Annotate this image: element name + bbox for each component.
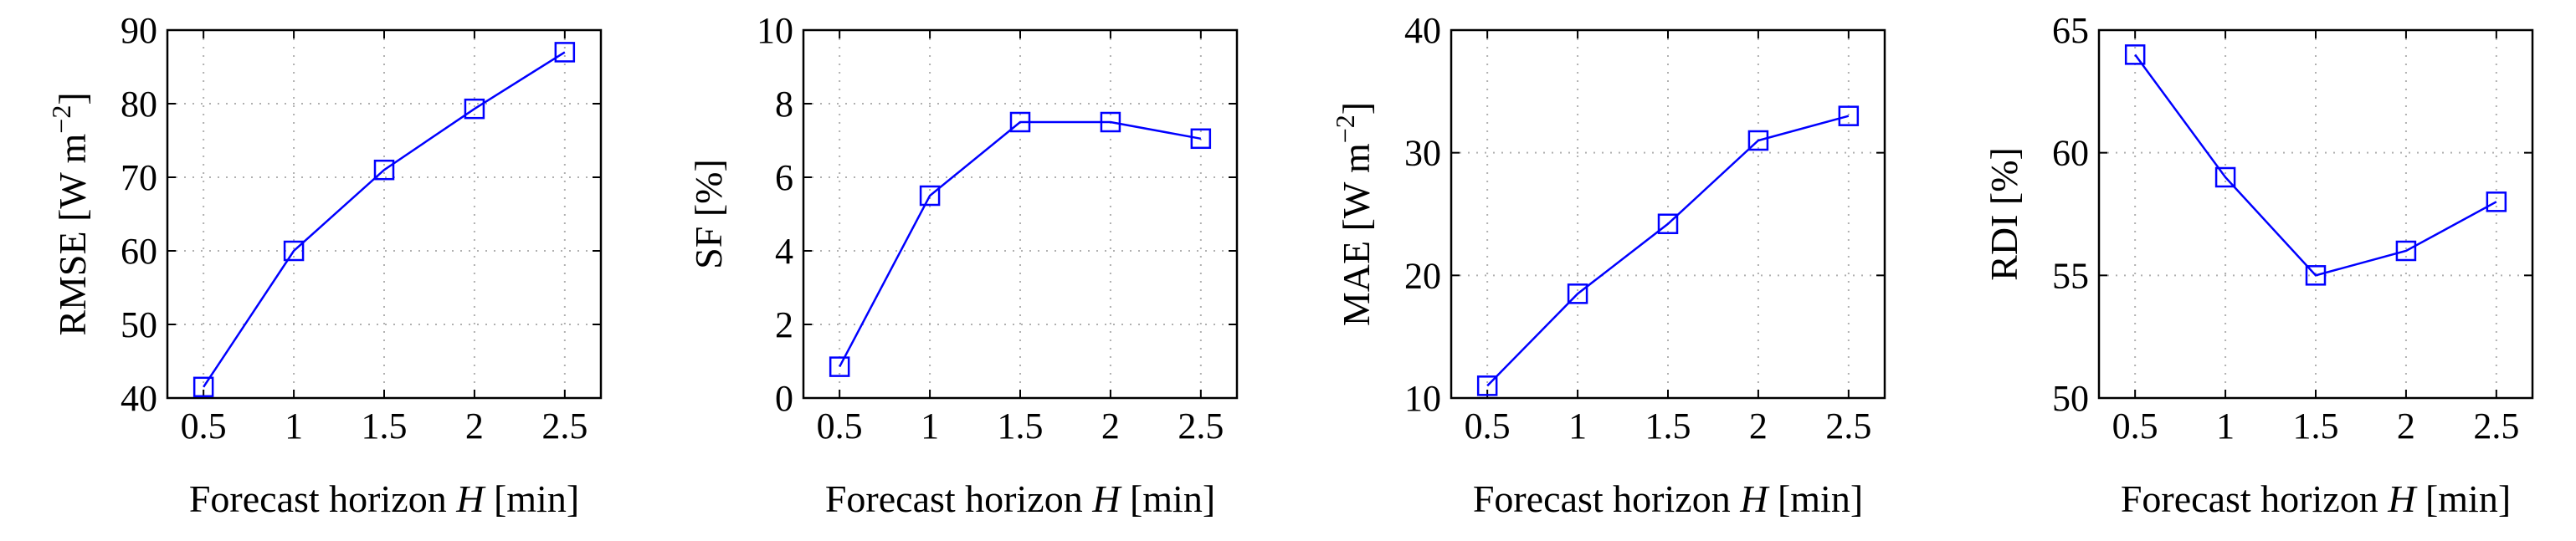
series-line-mae <box>1486 115 1850 387</box>
series-line-sf <box>839 120 1202 368</box>
data-point <box>373 159 395 181</box>
data-point <box>464 98 485 120</box>
x-tick-label: 0.5 <box>1465 406 1511 447</box>
y-tick-label: 65 <box>2052 10 2089 51</box>
x-tick-label: 1.5 <box>998 406 1044 447</box>
x-tick-label: 1 <box>921 406 939 447</box>
x-tick-label: 2 <box>465 406 484 447</box>
y-tick-label: 50 <box>121 304 157 345</box>
data-point <box>554 42 576 63</box>
y-tick-label: 4 <box>775 231 793 272</box>
series-line-rmse <box>203 51 566 388</box>
y-tick-label: 55 <box>2052 255 2089 296</box>
x-tick-label: 1.5 <box>1645 406 1691 447</box>
data-point <box>1657 213 1679 234</box>
data-point <box>283 240 305 262</box>
x-tick-label: 2 <box>1749 406 1768 447</box>
x-tick-label: 1 <box>1568 406 1587 447</box>
x-axis-label: Forecast horizon H [min] <box>189 477 579 520</box>
chart-panel-0: 40 50 60 70 80 90 0.5 1 1.5 2 2.5 Forecast horizon … <box>46 10 603 520</box>
x-tick-label: 1 <box>285 406 303 447</box>
x-tick-label: 2.5 <box>1178 406 1224 447</box>
x-tick-label: 1 <box>2216 406 2235 447</box>
y-tick-label: 60 <box>2052 133 2089 174</box>
data-point <box>1100 111 1121 133</box>
chart-panel-2: 10 20 30 40 0.5 1 1.5 2 2.5 Forecast horizon H [m… <box>1330 10 1886 520</box>
x-tick-label: 2 <box>2397 406 2415 447</box>
data-point <box>2124 44 2146 65</box>
y-tick-label: 10 <box>1404 378 1441 419</box>
x-tick-label: 2.5 <box>1825 406 1871 447</box>
x-tick-label: 1.5 <box>362 406 408 447</box>
data-point <box>192 376 214 398</box>
data-point <box>1009 111 1031 133</box>
data-point <box>2214 166 2236 188</box>
y-tick-label: 40 <box>121 378 157 419</box>
y-tick-label: 10 <box>757 10 793 51</box>
chart-panel-1: 0 2 4 6 8 10 0.5 1 1.5 2 2.5 Forecast horizon H [mi… <box>687 10 1239 520</box>
data-point <box>1190 128 1212 150</box>
y-tick-label: 20 <box>1404 255 1441 296</box>
y-axis-label: RMSE [W m−2] <box>46 92 94 335</box>
x-axis-label: Forecast horizon H [min] <box>1473 477 1863 520</box>
chart-panel-3: 50 55 60 65 0.5 1 1.5 2 2.5 Forecast horizon H [m… <box>1983 10 2534 520</box>
y-tick-label: 6 <box>775 157 793 198</box>
x-tick-label: 2 <box>1101 406 1120 447</box>
data-point <box>1838 105 1860 126</box>
data-point <box>2305 265 2327 286</box>
data-point <box>1747 130 1769 151</box>
x-axis-label: Forecast horizon H [min] <box>825 477 1215 520</box>
data-point <box>2486 191 2507 212</box>
y-axis-label: SF [%] <box>687 159 730 269</box>
data-point <box>1476 375 1498 396</box>
x-tick-label: 2.5 <box>2473 406 2519 447</box>
data-point <box>919 185 941 207</box>
x-tick-label: 0.5 <box>817 406 863 447</box>
y-axis-label: MAE [W m−2] <box>1330 102 1378 326</box>
series-line-rdi <box>2134 54 2497 277</box>
y-tick-label: 40 <box>1404 10 1441 51</box>
plot-frame <box>166 28 603 400</box>
data-point <box>1567 283 1588 304</box>
y-tick-label: 8 <box>775 84 793 125</box>
y-tick-label: 80 <box>121 84 157 125</box>
x-tick-label: 1.5 <box>2293 406 2339 447</box>
y-tick-label: 90 <box>121 10 157 51</box>
y-tick-label: 50 <box>2052 378 2089 419</box>
y-tick-label: 0 <box>775 378 793 419</box>
x-tick-label: 0.5 <box>181 406 227 447</box>
plot-frame <box>2097 28 2534 400</box>
y-axis-label: RDI [%] <box>1983 147 2025 281</box>
x-tick-label: 0.5 <box>2112 406 2158 447</box>
y-tick-label: 2 <box>775 304 793 345</box>
data-point <box>829 356 850 377</box>
x-axis-label: Forecast horizon H [min] <box>2121 477 2511 520</box>
data-point <box>2395 240 2417 262</box>
plot-frame <box>802 28 1239 400</box>
plot-frame <box>1450 28 1886 400</box>
y-tick-label: 70 <box>121 157 157 198</box>
y-tick-label: 60 <box>121 231 157 272</box>
y-tick-label: 30 <box>1404 133 1441 174</box>
x-tick-label: 2.5 <box>541 406 588 447</box>
